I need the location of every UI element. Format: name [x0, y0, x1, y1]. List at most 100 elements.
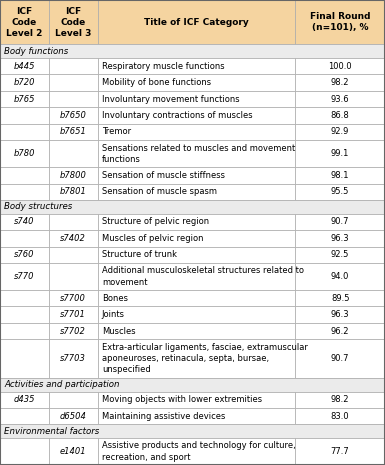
Text: Involuntary movement functions: Involuntary movement functions: [102, 94, 239, 104]
Text: 77.7: 77.7: [331, 447, 350, 456]
Bar: [49, 124, 98, 140]
Text: Extra-articular ligaments, fasciae, extramuscular
aponeuroses, retinacula, septa: Extra-articular ligaments, fasciae, extr…: [102, 343, 308, 374]
Bar: [98, 124, 295, 140]
Text: Tremor: Tremor: [102, 127, 131, 136]
Bar: [295, 323, 385, 339]
Bar: [98, 306, 295, 323]
Bar: [0, 230, 49, 246]
Text: b7650: b7650: [60, 111, 87, 120]
Bar: [49, 58, 98, 74]
Text: 99.1: 99.1: [331, 149, 349, 158]
Bar: [98, 392, 295, 408]
Bar: [295, 290, 385, 306]
Bar: [295, 0, 385, 45]
Text: 92.5: 92.5: [331, 250, 349, 259]
Bar: [98, 290, 295, 306]
Text: e1401: e1401: [60, 447, 87, 456]
Bar: [98, 140, 295, 167]
Text: Final Round
(n=101), %: Final Round (n=101), %: [310, 12, 370, 32]
Text: Respiratory muscle functions: Respiratory muscle functions: [102, 62, 224, 71]
Bar: [0, 306, 49, 323]
Text: b780: b780: [14, 149, 35, 158]
Text: Mobility of bone functions: Mobility of bone functions: [102, 78, 211, 87]
Bar: [49, 290, 98, 306]
Bar: [0, 213, 49, 230]
Bar: [0, 107, 49, 124]
Bar: [49, 306, 98, 323]
Bar: [98, 263, 295, 290]
Bar: [295, 213, 385, 230]
Text: s7701: s7701: [60, 310, 86, 319]
Text: 98.1: 98.1: [331, 171, 350, 180]
Text: s740: s740: [14, 217, 35, 226]
Bar: [295, 74, 385, 91]
Text: 89.5: 89.5: [331, 294, 350, 303]
Bar: [0, 124, 49, 140]
Bar: [98, 408, 295, 425]
Bar: [49, 167, 98, 184]
Bar: [295, 230, 385, 246]
Text: b7801: b7801: [60, 187, 87, 196]
Text: Sensation of muscle spasm: Sensation of muscle spasm: [102, 187, 217, 196]
Text: Body functions: Body functions: [4, 47, 68, 56]
Text: 93.6: 93.6: [331, 94, 350, 104]
Bar: [98, 91, 295, 107]
Bar: [98, 323, 295, 339]
Text: d6504: d6504: [60, 412, 87, 421]
Bar: [0, 408, 49, 425]
Bar: [295, 124, 385, 140]
Text: 98.2: 98.2: [331, 395, 350, 404]
Text: Title of ICF Category: Title of ICF Category: [144, 18, 249, 27]
Bar: [0, 246, 49, 263]
Bar: [49, 408, 98, 425]
Text: 96.2: 96.2: [331, 326, 350, 336]
Bar: [295, 246, 385, 263]
Text: Moving objects with lower extremities: Moving objects with lower extremities: [102, 395, 262, 404]
Text: b7800: b7800: [60, 171, 87, 180]
Text: Maintaining assistive devices: Maintaining assistive devices: [102, 412, 225, 421]
Bar: [0, 0, 49, 45]
Text: s7700: s7700: [60, 294, 86, 303]
Text: Activities and participation: Activities and participation: [4, 380, 119, 389]
Text: Structure of pelvic region: Structure of pelvic region: [102, 217, 209, 226]
Bar: [49, 263, 98, 290]
Bar: [295, 107, 385, 124]
Bar: [0, 91, 49, 107]
Text: s760: s760: [14, 250, 35, 259]
Bar: [295, 408, 385, 425]
Bar: [49, 323, 98, 339]
Text: 98.2: 98.2: [331, 78, 350, 87]
Bar: [0, 45, 385, 58]
Bar: [98, 339, 295, 378]
Bar: [49, 0, 98, 45]
Bar: [98, 74, 295, 91]
Bar: [295, 167, 385, 184]
Bar: [49, 392, 98, 408]
Bar: [0, 184, 49, 200]
Text: Sensation of muscle stiffness: Sensation of muscle stiffness: [102, 171, 225, 180]
Text: 96.3: 96.3: [331, 234, 350, 243]
Bar: [98, 184, 295, 200]
Text: s7702: s7702: [60, 326, 86, 336]
Bar: [0, 290, 49, 306]
Text: 90.7: 90.7: [331, 217, 350, 226]
Bar: [0, 140, 49, 167]
Bar: [0, 167, 49, 184]
Text: Involuntary contractions of muscles: Involuntary contractions of muscles: [102, 111, 253, 120]
Bar: [49, 184, 98, 200]
Text: 86.8: 86.8: [331, 111, 350, 120]
Bar: [295, 91, 385, 107]
Text: 90.7: 90.7: [331, 354, 350, 363]
Bar: [49, 91, 98, 107]
Text: b765: b765: [14, 94, 35, 104]
Text: b720: b720: [14, 78, 35, 87]
Bar: [49, 438, 98, 465]
Text: Joints: Joints: [102, 310, 125, 319]
Text: ICF
Code
Level 2: ICF Code Level 2: [6, 7, 43, 38]
Text: b7651: b7651: [60, 127, 87, 136]
Text: 100.0: 100.0: [328, 62, 352, 71]
Bar: [295, 184, 385, 200]
Text: Muscles: Muscles: [102, 326, 136, 336]
Text: 83.0: 83.0: [331, 412, 350, 421]
Text: Additional musculoskeletal structures related to
movement: Additional musculoskeletal structures re…: [102, 266, 304, 286]
